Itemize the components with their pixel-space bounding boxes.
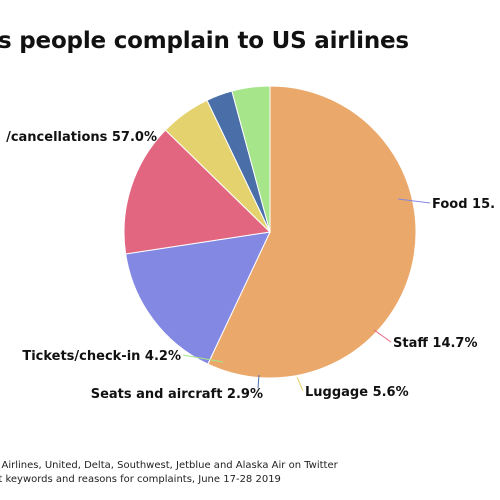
chart-title: s people complain to US airlines <box>0 28 409 54</box>
footnote-source: n Airlines, United, Delta, Southwest, Je… <box>0 460 338 471</box>
slice-label-4: Seats and aircraft 2.9% <box>91 387 263 402</box>
pie-slice-1 <box>125 231 271 365</box>
pie-leader-lines <box>182 198 431 392</box>
leader-line-4 <box>257 374 260 389</box>
slice-label-2: Staff 14.7% <box>393 336 478 351</box>
slice-label-1: Food 15. <box>432 197 495 212</box>
pie-labels: /cancellations 57.0% Food 15. Staff 14.7% L… <box>6 130 495 402</box>
leader-line-1 <box>397 198 431 204</box>
pie-slices <box>123 85 417 379</box>
slice-label-5: Tickets/check-in 4.2% <box>22 349 181 364</box>
pie-slice-0 <box>207 85 417 379</box>
leader-line-3 <box>296 376 304 392</box>
leader-line-2 <box>373 329 392 343</box>
footnote-method: nt keywords and reasons for complaints, … <box>0 474 281 485</box>
leader-line-5 <box>182 354 224 363</box>
pie-slice-5 <box>231 85 271 233</box>
slice-label-0: /cancellations 57.0% <box>6 130 157 145</box>
slice-label-3: Luggage 5.6% <box>305 385 409 400</box>
pie-slice-2 <box>123 129 272 255</box>
